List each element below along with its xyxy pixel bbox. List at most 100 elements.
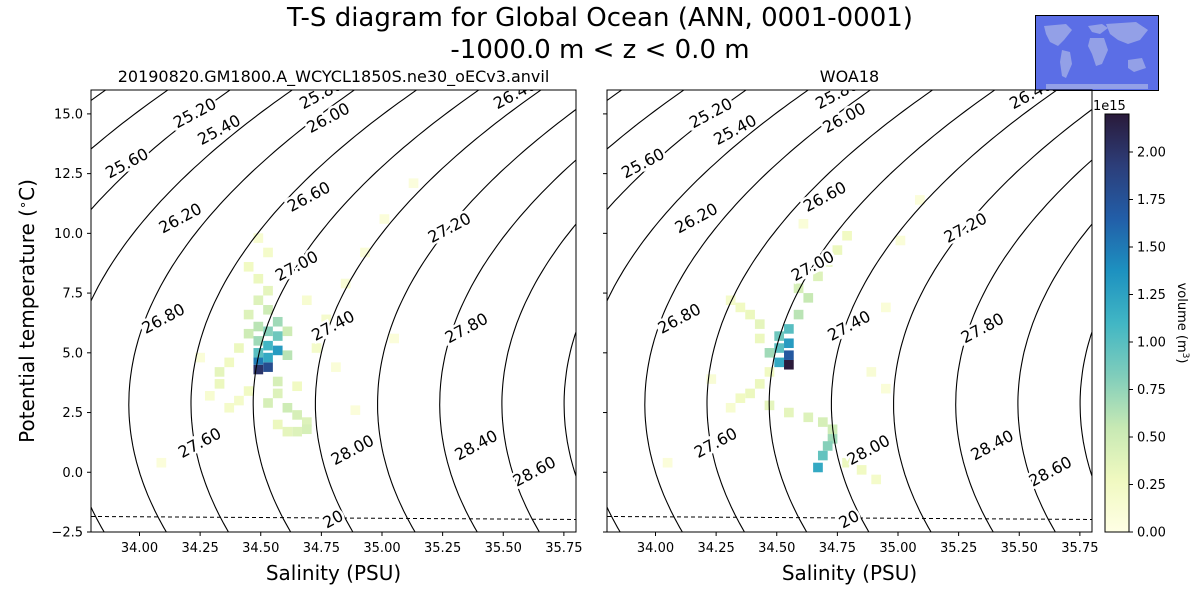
histogram-cell	[817, 417, 828, 427]
density-contour	[190, 90, 418, 532]
histogram-cell	[798, 219, 809, 229]
histogram-cell	[784, 324, 794, 334]
right-panel-title: WOA18	[819, 67, 880, 86]
x-tick-label: 34.75	[303, 541, 340, 556]
histogram-cell	[895, 235, 906, 246]
histogram-cell	[243, 309, 254, 320]
histogram-cell	[263, 362, 273, 372]
y-tick-label: 10.0	[54, 227, 83, 242]
contour-label: 26.60	[284, 177, 333, 215]
histogram-cell	[243, 328, 254, 339]
histogram-cell	[272, 331, 283, 341]
freezing-line	[91, 515, 576, 520]
colorbar-tick-label: 0.25	[1137, 478, 1166, 493]
density-contour	[1079, 330, 1092, 478]
density-contour	[334, 66, 595, 556]
x-axis-label: Salinity (PSU)	[266, 561, 401, 585]
histogram-cell	[156, 457, 167, 468]
histogram-cell	[263, 398, 273, 408]
histogram-cell	[253, 321, 264, 332]
contour-label: 28.00	[844, 431, 893, 469]
density-contour	[1017, 223, 1092, 532]
colorbar-tick-label: 0.00	[1137, 526, 1166, 541]
histogram-cell	[234, 343, 244, 353]
histogram-cell	[803, 293, 814, 303]
contour-label: 27.60	[175, 424, 224, 462]
contour-label: 25.60	[618, 144, 667, 182]
histogram-cell	[350, 405, 361, 415]
histogram-cell	[813, 271, 823, 282]
histogram-cell	[311, 343, 322, 353]
histogram-cell	[282, 350, 293, 360]
histogram-cell	[292, 426, 302, 437]
contour-label: 27.40	[824, 307, 873, 345]
histogram-cell	[764, 367, 775, 377]
histogram-cell	[774, 343, 785, 353]
colorbar-multiplier: 1e15	[1093, 99, 1126, 114]
y-tick-label: 7.5	[62, 287, 83, 302]
histogram-cell	[754, 319, 765, 329]
histogram-cell	[706, 374, 717, 384]
density-contour	[830, 90, 1058, 532]
histogram-cell	[301, 417, 312, 427]
histogram-cell	[282, 426, 293, 437]
x-tick-label: 34.25	[182, 541, 219, 556]
density-contour	[875, 66, 1136, 556]
histogram-cell	[253, 233, 264, 243]
contour-label: 20	[320, 506, 347, 532]
histogram-cell	[272, 345, 283, 356]
histogram-cell	[389, 333, 399, 344]
x-tick-label: 35.25	[424, 541, 461, 556]
histogram-cell	[263, 247, 273, 258]
x-axis-label: Salinity (PSU)	[782, 561, 917, 585]
colorbar-label: volume (m3)	[1174, 283, 1190, 364]
density-contour	[314, 90, 542, 532]
histogram-cell	[272, 316, 283, 327]
panel-1-frame	[606, 89, 1093, 533]
histogram-cell	[871, 474, 882, 485]
y-tick-label: 2.5	[62, 406, 83, 421]
histogram-cell	[243, 262, 254, 272]
histogram-cell	[784, 350, 794, 360]
x-tick-label: 35.00	[363, 541, 400, 556]
panel-0-frame	[90, 89, 577, 533]
histogram-cell	[195, 352, 205, 363]
histogram-cell	[735, 302, 746, 313]
density-contour	[706, 90, 934, 532]
region-minimap	[1035, 15, 1159, 91]
histogram-cell	[822, 441, 833, 451]
histogram-cell	[253, 273, 264, 284]
colorbar	[1104, 113, 1130, 533]
histogram-cell	[725, 402, 736, 413]
x-tick-label: 35.75	[1061, 541, 1098, 556]
histogram-cell	[793, 309, 804, 320]
histogram-cell	[881, 383, 891, 394]
histogram-cell	[204, 391, 215, 401]
contour-label: 26.40	[1006, 75, 1055, 113]
colorbar-tick-label: 1.25	[1137, 288, 1166, 303]
histogram-cell	[253, 348, 264, 358]
density-contour	[644, 90, 872, 532]
histogram-cell	[263, 305, 273, 315]
histogram-cell	[331, 362, 341, 372]
contour-label: 28.60	[510, 452, 559, 490]
x-tick-label: 35.00	[879, 541, 916, 556]
histogram-cell	[272, 388, 283, 399]
x-tick-label: 34.00	[121, 541, 158, 556]
density-contour	[252, 90, 480, 532]
histogram-cell	[725, 295, 736, 306]
histogram-cell	[263, 326, 273, 337]
colorbar-tick-label: 1.75	[1137, 193, 1166, 208]
histogram-cell	[301, 424, 312, 435]
histogram-cell	[263, 352, 273, 363]
histogram-cell	[263, 285, 273, 296]
histogram-cell	[282, 326, 293, 337]
histogram-cell	[321, 314, 332, 325]
histogram-cell	[784, 407, 794, 418]
density-contour	[91, 90, 294, 532]
y-tick-label: 15.0	[54, 107, 83, 122]
density-contour	[563, 330, 576, 478]
histogram-cell	[842, 457, 852, 468]
x-tick-label: 34.25	[698, 541, 735, 556]
